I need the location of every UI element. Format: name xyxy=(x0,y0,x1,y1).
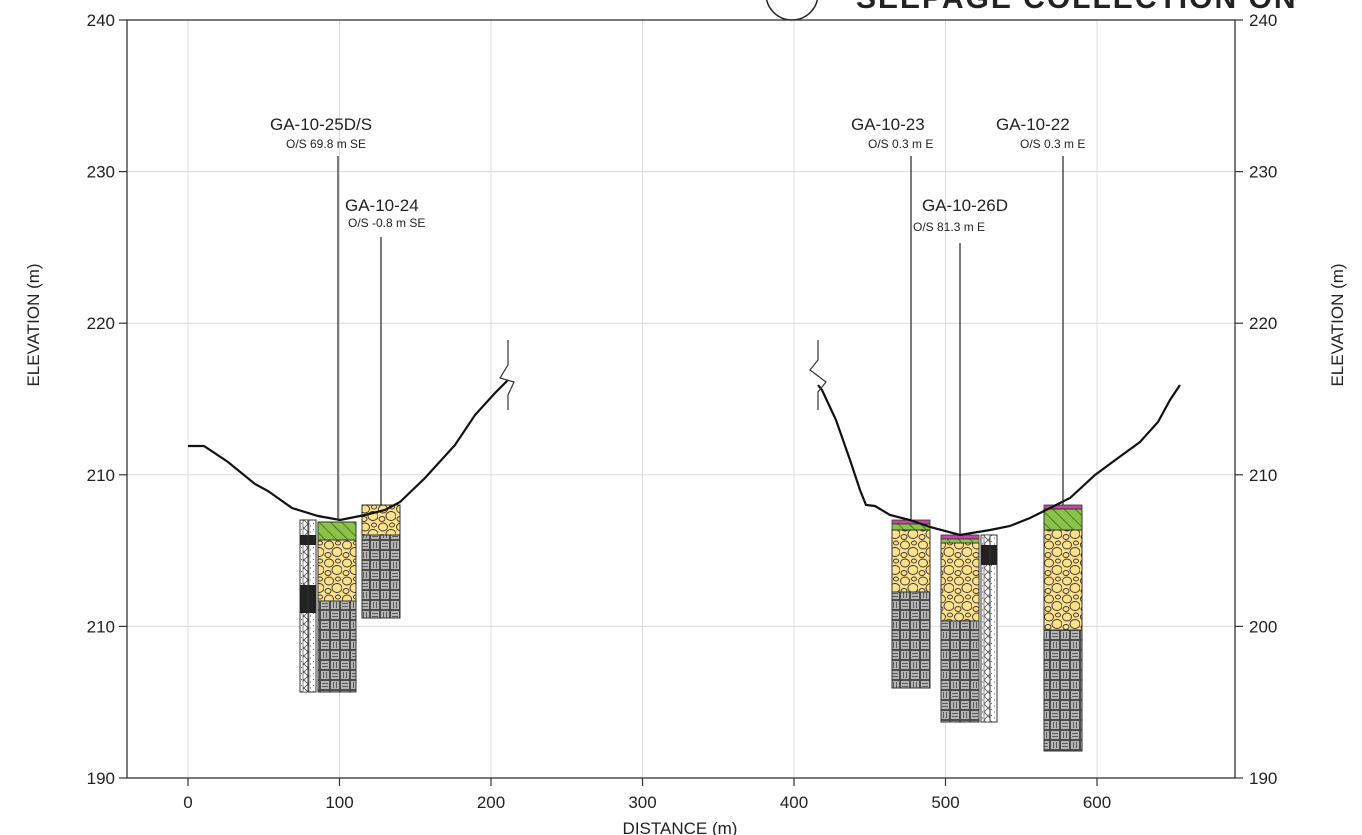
borehole-label-ga-10-23: GA-10-23 xyxy=(851,115,925,134)
borehole-label-ga-10-22: GA-10-22 xyxy=(996,115,1070,134)
borehole-columns xyxy=(299,504,1083,752)
title-circle-icon xyxy=(765,0,819,21)
borehole-column-ga-10-26d xyxy=(940,534,980,723)
x-tick-label: 200 xyxy=(477,793,505,812)
x-axis-ticks: 0 100 200 300 400 500 600 xyxy=(183,778,1111,812)
x-tick-label: 400 xyxy=(780,793,808,812)
y-right-tick-label: 240 xyxy=(1249,11,1277,30)
borehole-column-ga-10-25ds xyxy=(317,521,357,693)
borehole-label-ga-10-24: GA-10-24 xyxy=(345,196,419,215)
x-tick-label: 500 xyxy=(931,793,959,812)
title-fragment-group: SEEPAGE COLLECTION ON xyxy=(765,0,1297,21)
borehole-offset-ga-10-25ds: O/S 69.8 m SE xyxy=(286,137,366,151)
borehole-label-ga-10-25ds: GA-10-25D/S xyxy=(270,115,372,134)
ground-surface-left xyxy=(188,379,509,522)
borehole-column-ga-10-24 xyxy=(361,504,401,619)
borehole-offset-ga-10-22: O/S 0.3 m E xyxy=(1020,137,1085,151)
x-axis-title: DISTANCE (m) xyxy=(623,819,738,835)
plot-frame xyxy=(126,19,1236,779)
borehole-column-ga-10-22 xyxy=(1043,504,1083,752)
title-fragment: SEEPAGE COLLECTION ON xyxy=(856,0,1297,15)
borehole-offset-ga-10-23: O/S 0.3 m E xyxy=(868,137,933,151)
borehole-column-ga-10-23 xyxy=(891,519,931,689)
borehole-leaders xyxy=(337,156,1064,535)
ground-surface xyxy=(188,340,1181,537)
x-tick-label: 600 xyxy=(1083,793,1111,812)
y-right-tick-label: 230 xyxy=(1249,163,1277,182)
y-left-tick-label: 220 xyxy=(87,314,115,333)
x-tick-label: 0 xyxy=(183,793,192,812)
y-axis-right-title: ELEVATION (m) xyxy=(1328,263,1347,386)
y-axis-left-ticks: 240 230 220 210 210 190 xyxy=(87,11,127,788)
x-tick-label: 300 xyxy=(628,793,656,812)
y-right-tick-label: 220 xyxy=(1249,314,1277,333)
borehole-label-ga-10-26d: GA-10-26D xyxy=(922,196,1008,215)
section-break-right-icon xyxy=(809,340,827,410)
y-right-tick-label: 210 xyxy=(1249,466,1277,485)
borehole-offset-ga-10-24: O/S -0.8 m SE xyxy=(348,216,425,230)
well-log-ga-10-26d xyxy=(980,534,998,723)
y-left-tick-label: 210 xyxy=(87,617,115,636)
borehole-labels: GA-10-25D/S O/S 69.8 m SE GA-10-24 O/S -… xyxy=(270,115,1085,234)
well-log-ga-10-25ds xyxy=(299,519,317,693)
y-right-tick-label: 200 xyxy=(1249,617,1277,636)
y-axis-left-title: ELEVATION (m) xyxy=(24,263,43,386)
y-left-tick-label: 240 xyxy=(87,11,115,30)
borehole-offset-ga-10-26d: O/S 81.3 m E xyxy=(913,220,985,234)
y-axis-right-ticks: 240 230 220 210 200 190 xyxy=(1235,11,1277,788)
y-left-tick-label: 230 xyxy=(87,163,115,182)
y-left-tick-label: 190 xyxy=(87,769,115,788)
x-tick-label: 100 xyxy=(325,793,353,812)
ground-surface-right xyxy=(817,384,1181,537)
section-break-left-icon xyxy=(499,340,515,410)
y-right-tick-label: 190 xyxy=(1249,769,1277,788)
y-left-tick-label: 210 xyxy=(87,466,115,485)
